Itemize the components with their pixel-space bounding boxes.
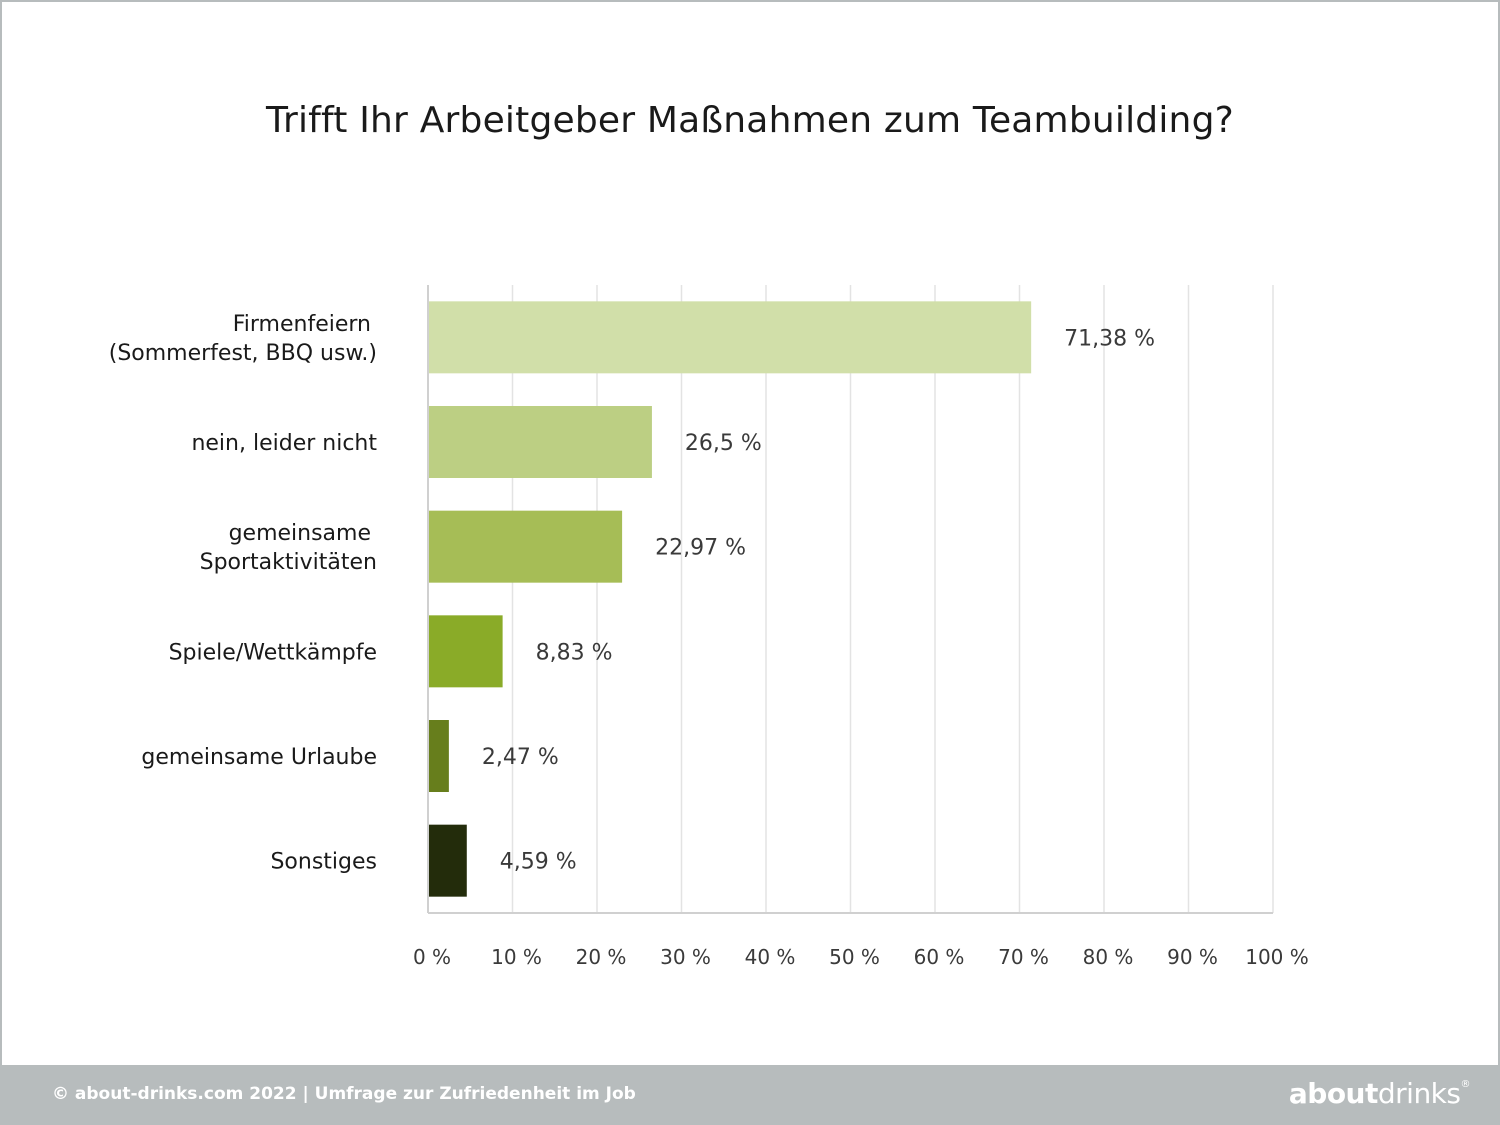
bar-4 bbox=[428, 720, 449, 792]
chart-title: Trifft Ihr Arbeitgeber Maßnahmen zum Tea… bbox=[266, 100, 1234, 141]
x-tick-label-60: 60 % bbox=[914, 945, 965, 969]
x-tick-label-100: 100 % bbox=[1245, 945, 1309, 969]
category-label-4: gemeinsame Urlaube bbox=[141, 745, 377, 770]
x-tick-label-40: 40 % bbox=[745, 945, 796, 969]
category-label-1-line-0: nein, leider nicht bbox=[191, 431, 377, 456]
footer-bar: © about-drinks.com 2022 | Umfrage zur Zu… bbox=[0, 1065, 1500, 1125]
logo-about: about bbox=[1288, 1077, 1379, 1110]
category-label-2: gemeinsame Sportaktivitäten bbox=[200, 521, 377, 575]
data-label-3: 8,83 % bbox=[536, 640, 613, 665]
logo-drinks: drinks bbox=[1377, 1077, 1461, 1110]
data-label-2: 22,97 % bbox=[655, 536, 746, 561]
data-label-0: 71,38 % bbox=[1064, 326, 1155, 351]
x-tick-label-20: 20 % bbox=[576, 945, 627, 969]
bar-2 bbox=[428, 510, 623, 583]
x-tick-label-50: 50 % bbox=[829, 945, 880, 969]
category-label-3-line-0: Spiele/Wettkämpfe bbox=[169, 640, 377, 665]
x-tick-label-30: 30 % bbox=[660, 945, 711, 969]
brand-logo: aboutdrinks® bbox=[1288, 1077, 1471, 1110]
x-tick-label-90: 90 % bbox=[1167, 945, 1218, 969]
category-label-0: Firmenfeiern (Sommerfest, BBQ usw.) bbox=[109, 312, 377, 366]
bar-0 bbox=[428, 301, 1032, 374]
category-label-5-line-0: Sonstiges bbox=[270, 850, 377, 875]
bar-1 bbox=[428, 406, 652, 478]
category-label-3: Spiele/Wettkämpfe bbox=[169, 640, 377, 665]
footer-credit: © about-drinks.com 2022 | Umfrage zur Zu… bbox=[52, 1084, 636, 1104]
bar-chart: 71,38 % Firmenfeiern (Sommerfest, BBQ usw.… bbox=[109, 285, 1309, 969]
bar-5 bbox=[428, 824, 467, 897]
logo-registered-mark: ® bbox=[1460, 1079, 1471, 1090]
x-tick-label-0: 0 % bbox=[413, 945, 451, 969]
data-label-4: 2,47 % bbox=[482, 745, 559, 770]
data-label-1: 26,5 % bbox=[685, 431, 762, 456]
x-tick-label-70: 70 % bbox=[998, 945, 1049, 969]
category-label-0-line-1: (Sommerfest, BBQ usw.) bbox=[109, 341, 377, 366]
category-label-4-line-0: gemeinsame Urlaube bbox=[141, 745, 377, 770]
category-label-1: nein, leider nicht bbox=[191, 431, 377, 456]
data-label-5: 4,59 % bbox=[500, 850, 577, 875]
category-label-0-line-0: Firmenfeiern bbox=[233, 312, 371, 337]
category-label-5: Sonstiges bbox=[270, 850, 377, 875]
bar-3 bbox=[428, 615, 503, 688]
category-label-2-line-1: Sportaktivitäten bbox=[200, 550, 377, 575]
category-label-2-line-0: gemeinsame bbox=[229, 521, 371, 546]
x-tick-label-80: 80 % bbox=[1083, 945, 1134, 969]
x-tick-label-10: 10 % bbox=[491, 945, 542, 969]
